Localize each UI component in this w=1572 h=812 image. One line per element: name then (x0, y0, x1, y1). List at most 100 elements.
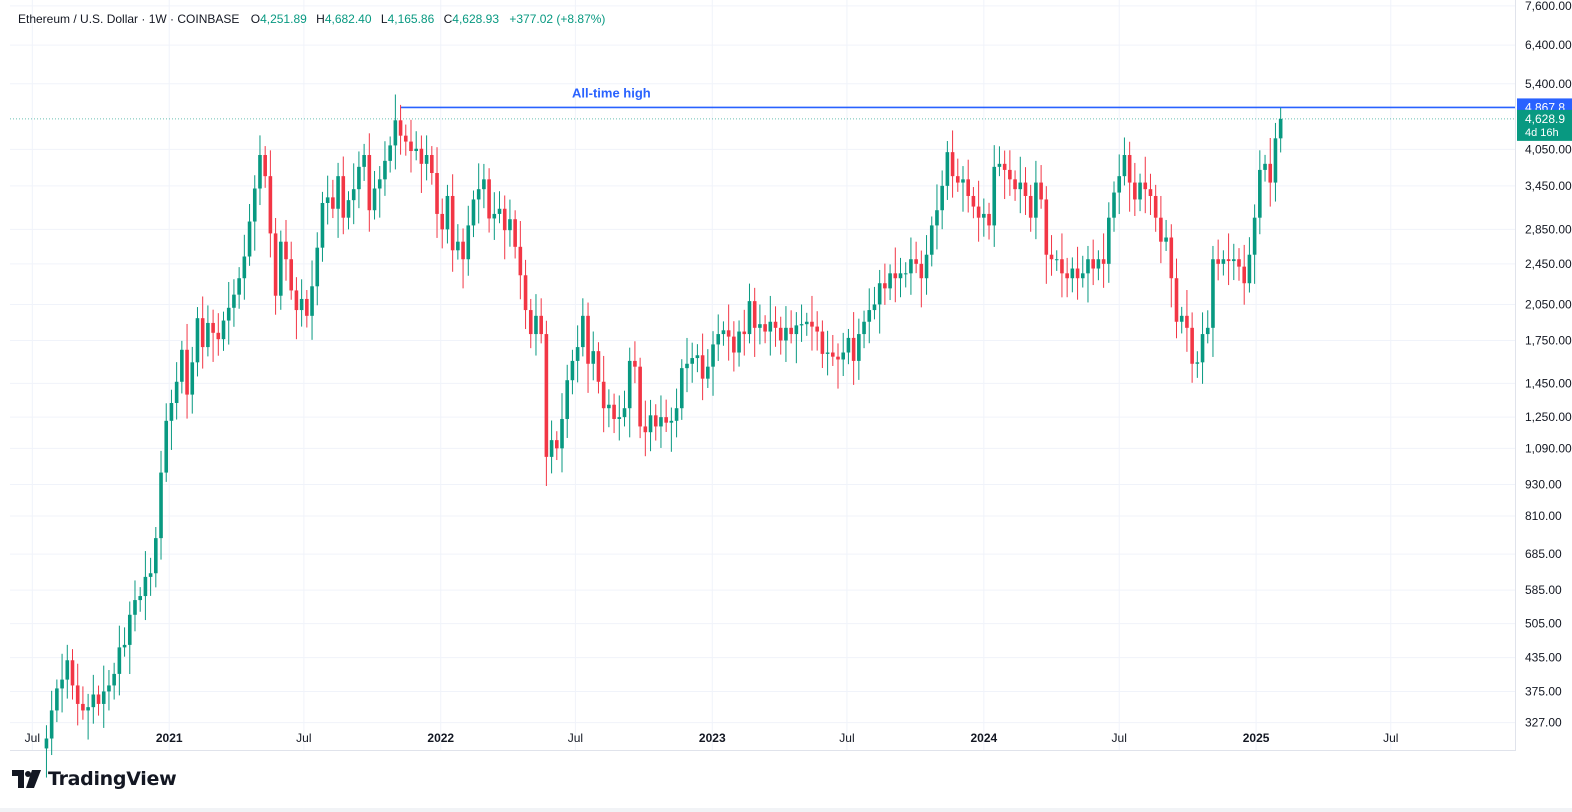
y-tick-label: 5,400.00 (1525, 77, 1572, 91)
candle-body (263, 155, 267, 177)
candle-body (1002, 163, 1007, 170)
candle-body (794, 325, 799, 335)
candle-body (893, 273, 898, 279)
candle-body (372, 188, 377, 211)
candle-body (273, 233, 278, 296)
candle-body (195, 318, 200, 363)
x-tick-label: Jul (1112, 731, 1127, 745)
candle-body (1159, 217, 1163, 242)
candle-body (440, 213, 445, 230)
y-tick-label: 1,450.00 (1525, 376, 1572, 390)
candle-body (992, 166, 997, 226)
candle-body (1179, 315, 1184, 322)
candle-body (1268, 163, 1273, 183)
candle-body (534, 315, 538, 335)
candlestick-series (44, 94, 1283, 778)
candle-body (549, 440, 554, 457)
candle-body (424, 155, 429, 164)
candle-body (247, 221, 252, 257)
candle-body (935, 210, 939, 226)
candle-body (601, 381, 606, 409)
bar-countdown: 4d 16h (1525, 127, 1559, 139)
candle-body (325, 197, 330, 203)
y-tick-label: 1,090.00 (1525, 441, 1572, 455)
candle-body (1034, 182, 1038, 218)
candle-body (679, 368, 684, 409)
candle-body (435, 173, 439, 214)
candle-body (398, 120, 403, 136)
candle-body (299, 298, 304, 311)
candle-body (268, 176, 273, 234)
candle-body (726, 330, 731, 337)
x-tick-label: 2023 (699, 731, 726, 745)
candle-body (929, 225, 934, 255)
candle-body (966, 179, 971, 196)
y-tick-label: 7,600.00 (1525, 0, 1572, 13)
candle-body (768, 321, 773, 332)
candle-body (86, 707, 90, 711)
candle-body (1112, 192, 1116, 218)
candle-body (1028, 195, 1033, 218)
candle-body (127, 614, 132, 645)
candle-body (799, 324, 804, 326)
candle-body (476, 189, 481, 200)
y-tick-label: 6,400.00 (1525, 38, 1572, 52)
candle-body (1049, 254, 1054, 260)
candle-body (898, 273, 903, 279)
candle-body (867, 310, 872, 322)
candle-body (258, 155, 262, 189)
candle-body (862, 321, 866, 335)
candle-body (888, 273, 892, 289)
x-tick-label: Jul (568, 731, 583, 745)
open-label: O (251, 12, 260, 26)
y-tick-label: 505.00 (1525, 617, 1562, 631)
candle-body (575, 347, 580, 361)
symbol-legend[interactable]: Ethereum / U.S. Dollar · 1W · COINBASE O… (18, 12, 605, 26)
candle-body (586, 315, 590, 364)
candle-body (851, 337, 856, 361)
y-tick-label: 327.00 (1525, 716, 1562, 730)
candle-body (112, 673, 116, 686)
change-value: +377.02 (+8.87%) (509, 12, 605, 26)
candle-body (1258, 169, 1262, 218)
candle-body (346, 200, 351, 218)
candle-body (294, 290, 299, 311)
candle-body (409, 141, 413, 152)
candle-body (518, 246, 523, 276)
candle-body (232, 294, 236, 308)
candle-body (419, 148, 424, 164)
y-tick-label: 4,050.00 (1525, 142, 1572, 156)
candle-body (841, 352, 846, 360)
x-tick-label: 2022 (427, 731, 454, 745)
candle-body (107, 685, 111, 692)
candle-body (638, 366, 642, 427)
x-tick-label: Jul (25, 731, 40, 745)
candle-body (377, 179, 382, 189)
y-tick-label: 375.00 (1525, 684, 1562, 698)
candle-body (320, 202, 325, 248)
candle-body (544, 334, 549, 457)
time-axis[interactable]: Jul 2021 Jul 2022 Jul 2023 Jul 2024 Jul 2025 Jul (25, 731, 1399, 745)
candle-body (44, 738, 49, 749)
candle-body (226, 307, 231, 321)
candle-body (997, 163, 1002, 167)
candle-body (607, 404, 611, 409)
candle-body (1278, 118, 1283, 139)
candle-body (211, 322, 215, 333)
candle-body (1091, 259, 1095, 269)
y-tick-label: 2,050.00 (1525, 297, 1572, 311)
candle-body (721, 330, 726, 335)
candle-body (65, 660, 70, 680)
candle-body (659, 417, 663, 427)
candle-body (752, 301, 757, 328)
candle-body (148, 573, 153, 577)
candle-body (1190, 327, 1194, 364)
ohlc-legend: Ethereum / U.S. Dollar · 1W · COINBASE O… (18, 12, 605, 26)
price-axis[interactable]: 327.00 375.00 435.00 505.00 585.00 685.00 810.… (1525, 0, 1572, 730)
candle-body (237, 278, 241, 295)
candle-body (716, 334, 721, 345)
candle-body (49, 710, 54, 739)
tradingview-brand[interactable]: TradingView (12, 768, 177, 790)
candle-body (648, 415, 653, 433)
